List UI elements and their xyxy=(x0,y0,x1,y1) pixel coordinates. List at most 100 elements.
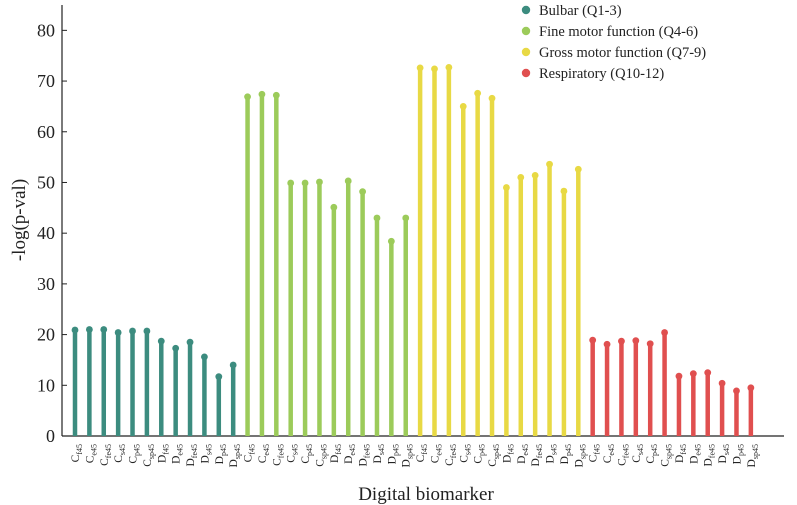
bar-head xyxy=(71,326,79,334)
bar-head xyxy=(488,94,496,102)
bar-head xyxy=(574,165,582,173)
bar-head xyxy=(632,337,640,345)
bar-head xyxy=(85,326,93,333)
x-tick-label: Df45 xyxy=(674,444,688,463)
bar-head xyxy=(201,353,208,361)
y-axis-label: -log(p-val) xyxy=(9,179,30,261)
x-tick-label: Df45 xyxy=(156,444,170,463)
bar-head xyxy=(186,338,194,346)
bar-head xyxy=(661,329,668,336)
bar-head xyxy=(589,336,597,344)
x-tick-label: Cf45 xyxy=(70,444,84,462)
bar-head xyxy=(330,203,338,211)
x-tick-label: Cp45 xyxy=(645,444,659,464)
x-tick-label: Cfe45 xyxy=(444,444,458,466)
x-tick-label: Cf45 xyxy=(415,444,429,462)
bar-head xyxy=(747,384,755,392)
legend: Bulbar (Q1-3) Fine motor function (Q4-6) G… xyxy=(521,3,706,82)
y-tick-label: 0 xyxy=(46,426,55,446)
x-tick-label: Cp45 xyxy=(473,444,487,464)
x-tick-label: Ds45 xyxy=(372,444,386,463)
x-tick-label: Dp45 xyxy=(559,444,573,464)
bar-head xyxy=(301,179,309,187)
x-tick-label: Cfe45 xyxy=(271,444,285,466)
bar-head xyxy=(431,65,438,73)
bar-head xyxy=(416,64,424,72)
x-tick-label: De45 xyxy=(171,444,185,464)
legend-label: Respiratory (Q10-12) xyxy=(539,66,664,82)
y-tick-label: 30 xyxy=(37,274,55,294)
x-tick-label: Dp45 xyxy=(731,444,745,464)
bar-head xyxy=(229,361,237,369)
x-tick-label: Cs45 xyxy=(286,444,300,463)
x-tick-label: Cp45 xyxy=(300,444,314,464)
bar-head xyxy=(718,379,726,387)
x-tick-label: Cf45 xyxy=(588,444,602,462)
x-tick-label: Dsp45 xyxy=(746,444,760,467)
bar-head xyxy=(459,103,467,110)
x-tick-label: Dsp45 xyxy=(228,444,242,467)
x-tick-label: Cp45 xyxy=(128,444,142,464)
bar-head xyxy=(258,90,266,98)
bar-head xyxy=(287,179,295,187)
bar-head xyxy=(733,387,740,395)
x-tick-label: Dp45 xyxy=(214,444,228,464)
x-tick-label: Cfe45 xyxy=(99,444,113,466)
bar-head xyxy=(129,327,136,335)
x-tick-label: Dsp45 xyxy=(573,444,587,467)
x-tick-label: Ce45 xyxy=(257,444,271,463)
y-tick-label: 80 xyxy=(37,20,55,40)
bar-head xyxy=(560,187,568,195)
x-tick-label: De45 xyxy=(516,444,530,464)
bar-head xyxy=(517,174,525,181)
bar-head xyxy=(215,373,223,381)
bar-head xyxy=(172,344,180,352)
x-tick-label: Df45 xyxy=(501,444,515,463)
legend-marker xyxy=(521,68,531,78)
x-tick-label: Ds45 xyxy=(545,444,559,463)
x-tick-label: De45 xyxy=(343,444,357,464)
x-tick-label: Csp45 xyxy=(660,444,674,467)
x-axis-label: Digital biomarker xyxy=(358,484,494,505)
x-tick-label: Ce45 xyxy=(84,444,98,463)
y-tick-label: 10 xyxy=(37,375,55,395)
x-tick-label: Cfe45 xyxy=(616,444,630,466)
bar-head xyxy=(646,340,654,348)
bar-head xyxy=(531,171,539,179)
bars-layer xyxy=(71,63,755,436)
bar-head xyxy=(675,372,683,380)
x-tick-label: Dfe45 xyxy=(185,444,199,467)
x-tick-label: Cs45 xyxy=(113,444,127,463)
bar-head xyxy=(618,337,625,345)
y-tick-label: 40 xyxy=(37,223,55,243)
bar-head xyxy=(143,327,151,335)
bar-head xyxy=(157,337,165,345)
y-tick-labels: 0 10 20 30 40 50 60 70 80 xyxy=(37,20,67,446)
bar-head xyxy=(100,326,108,333)
x-tick-label: Dfe45 xyxy=(358,444,372,467)
bar-head xyxy=(474,89,482,97)
bar-head xyxy=(316,178,323,186)
x-tick-label: Dfe45 xyxy=(530,444,544,467)
bar-head xyxy=(503,184,510,191)
legend-marker xyxy=(521,47,531,57)
x-tick-label: Cf45 xyxy=(243,444,257,462)
bar-head xyxy=(272,91,280,99)
x-tick-label: Df45 xyxy=(329,444,343,463)
bar-head xyxy=(359,188,366,195)
x-tick-label: Csp45 xyxy=(142,444,156,467)
bar-head xyxy=(402,214,410,222)
x-tick-label: Csp45 xyxy=(487,444,501,467)
legend-label: Bulbar (Q1-3) xyxy=(539,3,622,19)
bar-head xyxy=(704,369,712,377)
bar-head xyxy=(546,160,553,168)
bar-head xyxy=(344,177,352,185)
bar-head xyxy=(244,93,251,101)
x-tick-label: Ce45 xyxy=(430,444,444,463)
legend-marker xyxy=(521,26,531,36)
x-tick-label: Cs45 xyxy=(631,444,645,463)
y-tick-label: 20 xyxy=(37,325,55,345)
x-tick-label: Dp45 xyxy=(386,444,400,464)
x-tick-label: De45 xyxy=(688,444,702,464)
